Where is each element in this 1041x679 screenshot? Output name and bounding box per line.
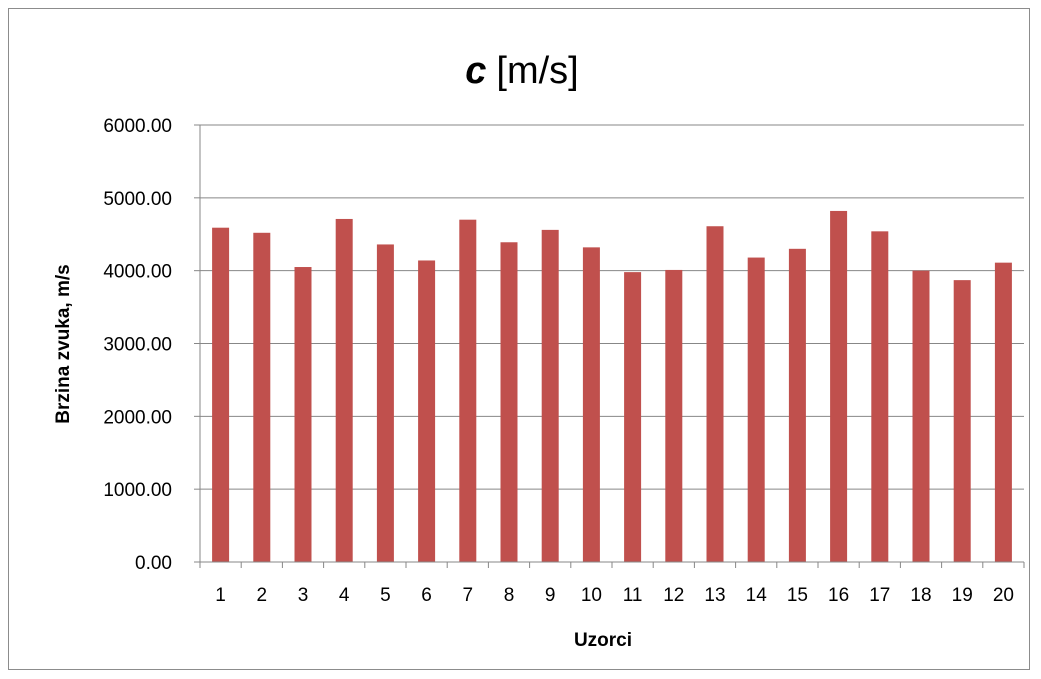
x-tick-label: 3 (298, 585, 309, 606)
y-tick-labels: 0.00 1000.00 2000.00 3000.00 4000.00 5000.00 6… (103, 116, 172, 574)
chart-title-unit: [m/s] (496, 50, 578, 92)
bar (212, 227, 230, 562)
bar (294, 267, 312, 562)
y-tick-label: 5000.00 (103, 189, 172, 210)
x-tick-label: 15 (787, 585, 808, 606)
x-tick-label: 16 (828, 585, 849, 606)
bar (624, 272, 642, 562)
bar (706, 226, 724, 562)
bar (788, 248, 806, 563)
bar (994, 262, 1012, 562)
bar (665, 269, 683, 562)
x-tick-label: 13 (704, 585, 725, 606)
bar (912, 270, 930, 562)
x-tick-label: 17 (869, 585, 890, 606)
x-tick-label: 10 (581, 585, 602, 606)
x-tick-label: 5 (380, 585, 391, 606)
chart-title: c [m/s] (465, 50, 578, 92)
x-tick-label: 7 (463, 585, 474, 606)
x-tick-label: 20 (993, 585, 1014, 606)
bar (871, 231, 889, 562)
x-tick-label: 1 (215, 585, 226, 606)
x-axis-title: Uzorci (574, 630, 632, 651)
y-tick-label: 1000.00 (103, 480, 172, 501)
bar (459, 219, 477, 562)
bar (953, 280, 971, 562)
bar (418, 260, 436, 562)
y-tick-label: 4000.00 (103, 262, 172, 283)
axes (194, 124, 1025, 568)
y-tick-label: 2000.00 (103, 407, 172, 428)
bar (376, 244, 394, 563)
bars (212, 210, 1012, 563)
y-tick-label: 0.00 (135, 553, 172, 574)
x-tick-label: 18 (910, 585, 931, 606)
x-tick-label: 8 (504, 585, 515, 606)
y-axis-title: Brzina zvuka, m/s (53, 264, 74, 423)
x-tick-label: 9 (545, 585, 556, 606)
y-tick-label: 6000.00 (103, 116, 172, 137)
bar (747, 257, 765, 562)
bar (253, 232, 271, 562)
x-tick-label: 14 (746, 585, 768, 606)
x-tick-label: 4 (339, 585, 350, 606)
x-tick-label: 2 (257, 585, 268, 606)
x-tick-label: 12 (663, 585, 684, 606)
x-tick-label: 11 (623, 585, 643, 606)
bar (500, 242, 518, 563)
chart-title-symbol: c (465, 50, 486, 92)
bar (830, 210, 848, 562)
gridlines (200, 124, 1024, 490)
bar (335, 218, 353, 562)
bar (582, 247, 600, 563)
chart-frame (8, 8, 1030, 670)
x-tick-labels: 1 2 3 4 5 6 7 8 9 10 11 12 13 14 15 16 17 18 19 20 (215, 585, 1014, 606)
bar (541, 229, 559, 562)
y-tick-label: 3000.00 (103, 335, 172, 356)
x-tick-label: 19 (952, 585, 973, 606)
x-tick-label: 6 (421, 585, 432, 606)
